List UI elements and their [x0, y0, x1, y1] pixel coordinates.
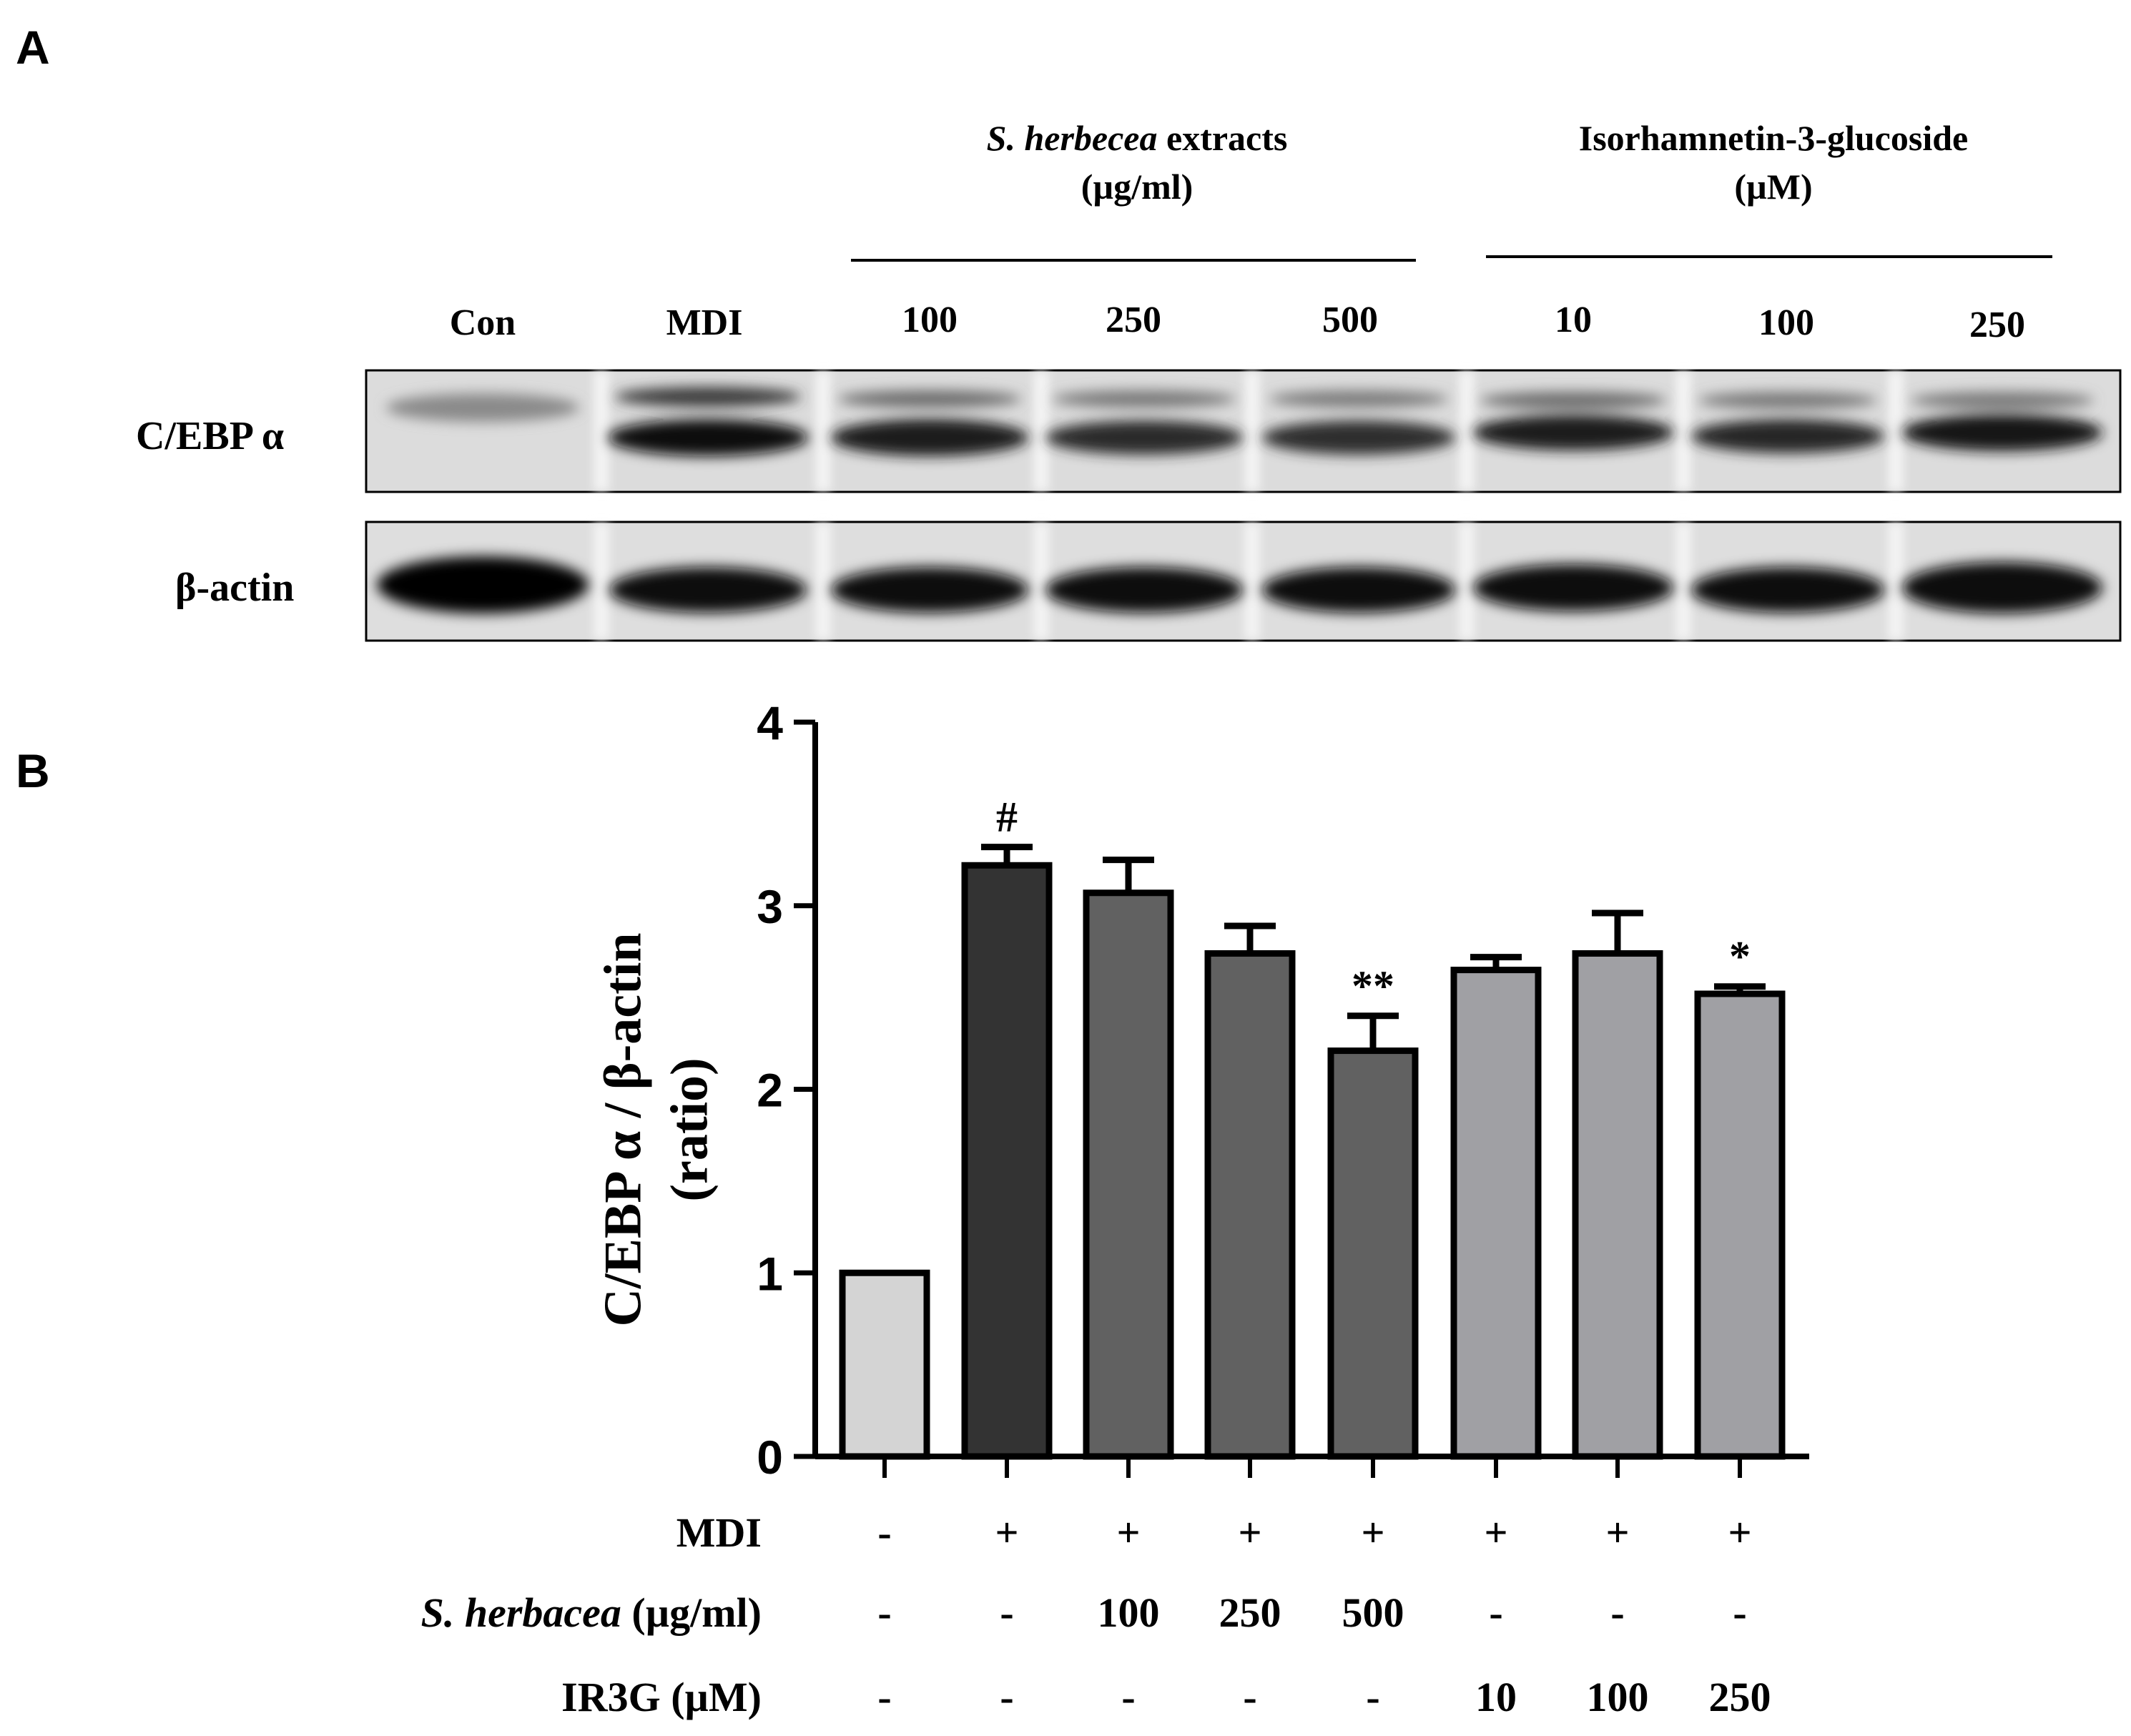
- lane-label-con: Con: [449, 302, 516, 343]
- treatment-cell: -: [1733, 1589, 1747, 1636]
- treatment-row-label-mdi-rest: MDI: [676, 1509, 762, 1556]
- treatment-cell: -: [1000, 1589, 1014, 1636]
- bar-0: [839, 1269, 930, 1460]
- chart-ylabel-line1: C/EBP α / β-actin: [594, 932, 653, 1327]
- treatment-cell: +: [1361, 1509, 1385, 1556]
- group-unit-extracts: (µg/ml): [1081, 166, 1194, 207]
- treatment-row-label-mdi: MDI: [676, 1509, 762, 1557]
- treatment-row-label-sherbacea-italic: S. herbacea: [420, 1589, 621, 1636]
- treatment-cell: +: [995, 1509, 1019, 1556]
- treatment-cell: -: [877, 1509, 892, 1556]
- treatment-cell: +: [1116, 1509, 1141, 1556]
- y-tick-label-1: 1: [757, 1247, 783, 1300]
- treatment-row-label-ir3g-rest: IR3G (µM): [561, 1674, 762, 1720]
- y-tick-label-4: 4: [757, 696, 783, 749]
- treatment-cell: -: [1121, 1674, 1136, 1720]
- treatment-cell: -: [877, 1674, 892, 1720]
- lane-label-se500: 500: [1322, 300, 1378, 340]
- lane-label-se250: 250: [1106, 300, 1161, 340]
- treatment-cell: -: [1489, 1589, 1503, 1636]
- treatment-cell: 100: [1097, 1589, 1160, 1636]
- y-tick-label-2: 2: [757, 1064, 783, 1117]
- treatment-cell: 250: [1708, 1674, 1771, 1720]
- bar-2: [1083, 889, 1174, 1460]
- treatment-cell: 250: [1219, 1589, 1281, 1636]
- treatment-cell: +: [1484, 1509, 1508, 1556]
- bar-annotation-4: **: [1352, 962, 1394, 1010]
- treatment-row-label-sherbacea-rest: (µg/ml): [621, 1589, 762, 1636]
- bar-3: [1204, 950, 1296, 1460]
- chart-error-bars: [981, 844, 1766, 1051]
- group-title-extracts-italic: S. herbecea: [986, 118, 1158, 158]
- panel-letter-a: A: [16, 21, 50, 74]
- treatment-cell: -: [1243, 1674, 1257, 1720]
- treatment-row-label-sherbacea: S. herbacea (µg/ml): [421, 1589, 762, 1637]
- bar-1: [961, 862, 1053, 1460]
- protein-label-actin: β-actin: [175, 566, 295, 610]
- lane-label-se100: 100: [902, 300, 958, 340]
- bar-annotation-1: #: [996, 794, 1018, 841]
- treatment-cell: +: [1238, 1509, 1262, 1556]
- protein-label-cebpa: C/EBP α: [136, 414, 285, 458]
- bar-annotation-7: *: [1729, 933, 1751, 980]
- chart-ylabel-line2: (ratio): [660, 1057, 719, 1202]
- treatment-cell: 500: [1342, 1589, 1404, 1636]
- chart-annotations: #***: [996, 794, 1751, 1010]
- blot-strip-actin: [365, 521, 2122, 642]
- y-tick-label-0: 0: [757, 1431, 783, 1484]
- chart-ylabel: C/EBP α / β-actin (ratio): [591, 932, 723, 1326]
- chart-bars: [839, 862, 1786, 1460]
- y-tick-label-3: 3: [757, 880, 783, 933]
- treatment-cell: -: [877, 1589, 892, 1636]
- lane-label-mdi: MDI: [666, 302, 743, 343]
- chart-ytick-labels: 0 1 2 3 4: [757, 696, 783, 1484]
- group-line-ir3g: [1486, 255, 2052, 258]
- lane-label-ir100: 100: [1758, 302, 1814, 343]
- bar-5: [1450, 967, 1542, 1460]
- group-line-extracts: [851, 259, 1416, 262]
- lane-label-ir10: 10: [1555, 300, 1592, 340]
- bar-7: [1694, 990, 1786, 1460]
- group-title-ir3g-rest: Isorhamnetin-3-glucoside: [1578, 118, 1969, 158]
- treatment-cell: +: [1728, 1509, 1752, 1556]
- blot-strip-cebpa: [365, 369, 2122, 493]
- treatment-cell: +: [1605, 1509, 1630, 1556]
- bar-6: [1572, 950, 1663, 1460]
- group-unit-ir3g: (µM): [1734, 166, 1813, 207]
- lane-label-ir250: 250: [1969, 305, 2025, 345]
- treatment-row-label-ir3g: IR3G (µM): [561, 1673, 762, 1721]
- panel-letter-b: B: [16, 744, 50, 797]
- treatment-cell: -: [1000, 1674, 1014, 1720]
- treatment-cell: -: [1610, 1589, 1625, 1636]
- group-title-ir3g: Isorhamnetin-3-glucoside (µM): [1487, 114, 2059, 211]
- western-blot: [365, 369, 2122, 642]
- treatment-cell: 10: [1475, 1674, 1517, 1720]
- treatment-cell: -: [1366, 1674, 1380, 1720]
- treatment-cell: 100: [1586, 1674, 1649, 1720]
- group-title-extracts: S. herbecea extracts (µg/ml): [851, 114, 1423, 211]
- bar-4: [1327, 1047, 1419, 1460]
- group-title-extracts-rest: extracts: [1157, 118, 1288, 158]
